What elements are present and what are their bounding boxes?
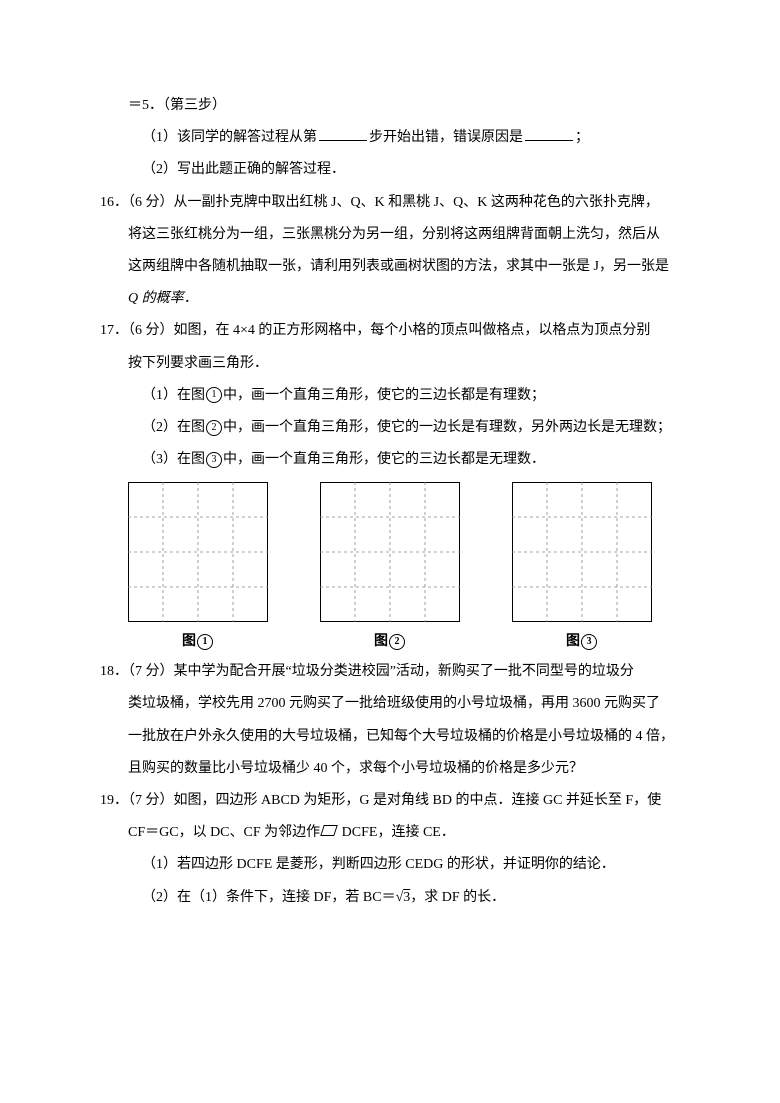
q19-line2: CF＝GC，以 DC、CF 为邻边作 DCFE，连接 CE． bbox=[100, 817, 680, 849]
text: （1）在图 bbox=[142, 388, 205, 403]
text: 图 bbox=[182, 634, 196, 649]
text: 中，画一个直角三角形，使它的三边长都是无理数． bbox=[223, 452, 545, 467]
text: 中，画一个直角三角形，使它的一边长是有理数，另外两边长是无理数； bbox=[223, 420, 671, 435]
circled-1-icon: 1 bbox=[197, 634, 213, 650]
q16-line4: Q 的概率． bbox=[100, 283, 680, 315]
grid-row: 图1 图2 图3 bbox=[100, 476, 680, 650]
circled-1-icon: 1 bbox=[206, 387, 222, 403]
q19-line1: 19．（7 分）如图，四边形 ABCD 为矩形，G 是对角线 BD 的中点．连接… bbox=[100, 785, 680, 817]
text: ； bbox=[575, 130, 589, 145]
q16-line1: 16．（6 分）从一副扑克牌中取出红桃 J、Q、K 和黑桃 J、Q、K 这两种花… bbox=[100, 187, 680, 219]
circled-2-icon: 2 bbox=[389, 634, 405, 650]
fill-blank-2[interactable] bbox=[525, 126, 573, 141]
q17-sub3: （3）在图3中，画一个直角三角形，使它的三边长都是无理数． bbox=[100, 444, 680, 476]
text: 步开始出错，错误原因是 bbox=[369, 130, 523, 145]
q18-line4: 且购买的数量比小号垃圾桶少 40 个，求每个小号垃圾桶的价格是多少元？ bbox=[100, 753, 680, 785]
grid-3: 图3 bbox=[512, 482, 652, 650]
text: 图 bbox=[566, 634, 580, 649]
text: 16．（6 分）从一副扑克牌中取出红桃 J、Q、K 和黑桃 J、Q、K 这两种花… bbox=[100, 195, 659, 210]
intro-sub2: （2）写出此题正确的解答过程． bbox=[100, 154, 680, 186]
parallelogram-icon bbox=[320, 825, 338, 836]
grid-svg-2 bbox=[320, 482, 460, 622]
text: 图 bbox=[374, 634, 388, 649]
intro-sub1: （1）该同学的解答过程从第 步开始出错，错误原因是 ； bbox=[100, 122, 680, 154]
q19-sub1: （1）若四边形 DCFE 是菱形，判断四边形 CEDG 的形状，并证明你的结论． bbox=[100, 849, 680, 881]
q18-line1: 18．（7 分）某中学为配合开展“垃圾分类进校园”活动，新购买了一批不同型号的垃… bbox=[100, 656, 680, 688]
grid-2: 图2 bbox=[320, 482, 460, 650]
q16-line2: 将这三张红桃分为一组，三张黑桃分为另一组，分别将这两组牌背面朝上洗匀，然后从 bbox=[100, 219, 680, 251]
grid-1: 图1 bbox=[128, 482, 268, 650]
q17-line2: 按下列要求画三角形． bbox=[100, 348, 680, 380]
circled-3-icon: 3 bbox=[206, 452, 222, 468]
text: DCFE，连接 CE． bbox=[338, 825, 455, 840]
grid-svg-3 bbox=[512, 482, 652, 622]
circled-3-icon: 3 bbox=[581, 634, 597, 650]
exam-page: ＝5．（第三步） （1）该同学的解答过程从第 步开始出错，错误原因是 ； （2）写出… bbox=[0, 0, 780, 1103]
text: CF＝GC，以 DC、CF 为邻边作 bbox=[128, 825, 320, 840]
intro-step3: ＝5．（第三步） bbox=[100, 90, 680, 122]
text: （2）在图 bbox=[142, 420, 205, 435]
text: 中，画一个直角三角形，使它的三边长都是有理数； bbox=[223, 388, 545, 403]
q17-sub1: （1）在图1中，画一个直角三角形，使它的三边长都是有理数； bbox=[100, 380, 680, 412]
text: Q 的概率． bbox=[128, 291, 198, 306]
q16-line3: 这两组牌中各随机抽取一张，请利用列表或画树状图的方法，求其中一张是 J，另一张是 bbox=[100, 251, 680, 283]
grid-1-label: 图1 bbox=[182, 630, 214, 650]
grid-3-label: 图3 bbox=[566, 630, 598, 650]
grid-svg-1 bbox=[128, 482, 268, 622]
q19-sub2: （2）在（1）条件下，连接 DF，若 BC＝√3，求 DF 的长． bbox=[100, 882, 680, 914]
grid-2-label: 图2 bbox=[374, 630, 406, 650]
text: （1）该同学的解答过程从第 bbox=[142, 130, 317, 145]
text: 19．（7 分）如图，四边形 ABCD 为矩形，G 是对角线 BD 的中点．连接… bbox=[100, 793, 661, 808]
q17-line1: 17．（6 分）如图，在 4×4 的正方形网格中，每个小格的顶点叫做格点，以格点… bbox=[100, 315, 680, 347]
fill-blank-1[interactable] bbox=[319, 126, 367, 141]
q18-line3: 一批放在户外永久使用的大号垃圾桶，已知每个大号垃圾桶的价格是小号垃圾桶的 4 倍… bbox=[100, 721, 680, 753]
circled-2-icon: 2 bbox=[206, 420, 222, 436]
text: （2）在（1）条件下，连接 DF，若 BC＝ bbox=[142, 890, 396, 905]
text: （3）在图 bbox=[142, 452, 205, 467]
sqrt-icon: √3 bbox=[396, 890, 411, 905]
q18-line2: 类垃圾桶，学校先用 2700 元购买了一批给班级使用的小号垃圾桶，再用 3600… bbox=[100, 688, 680, 720]
q17-sub2: （2）在图2中，画一个直角三角形，使它的一边长是有理数，另外两边长是无理数； bbox=[100, 412, 680, 444]
text: ，求 DF 的长． bbox=[410, 890, 505, 905]
